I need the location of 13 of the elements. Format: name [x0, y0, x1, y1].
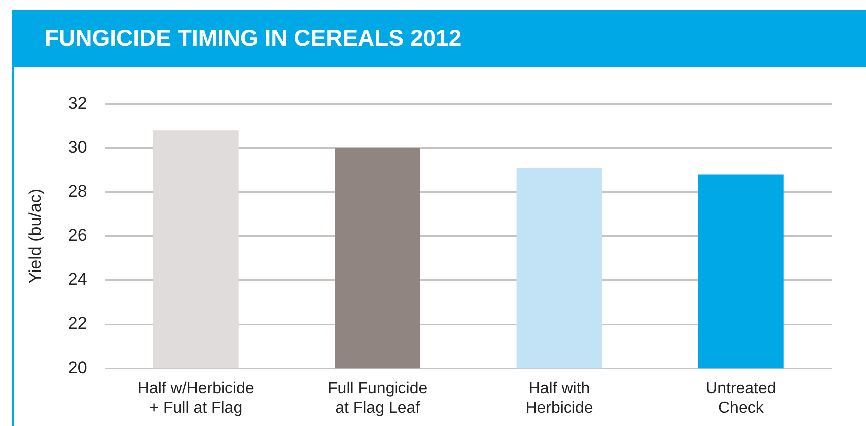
x-tick-label: Half w/Herbicide + Full at Flag [138, 380, 254, 417]
y-tick-label: 30 [68, 138, 88, 157]
y-tick-label: 26 [68, 226, 88, 246]
y-tick-label: 20 [68, 358, 88, 378]
y-tick-label: 24 [68, 270, 88, 290]
chart-title: FUNGICIDE TIMING IN CEREALS 2012 [12, 10, 866, 67]
y-axis-title: Yield (bu/ac) [26, 188, 45, 284]
x-tick-label: Untreated Check [706, 380, 776, 417]
y-tick-label: 28 [68, 182, 88, 202]
x-tick-label: Half with Herbicide [526, 380, 594, 417]
y-tick-label: 22 [68, 314, 88, 334]
y-tick-label: 32 [68, 94, 88, 113]
x-tick-label: Full Fungicide at Flag Leaf [328, 380, 428, 417]
